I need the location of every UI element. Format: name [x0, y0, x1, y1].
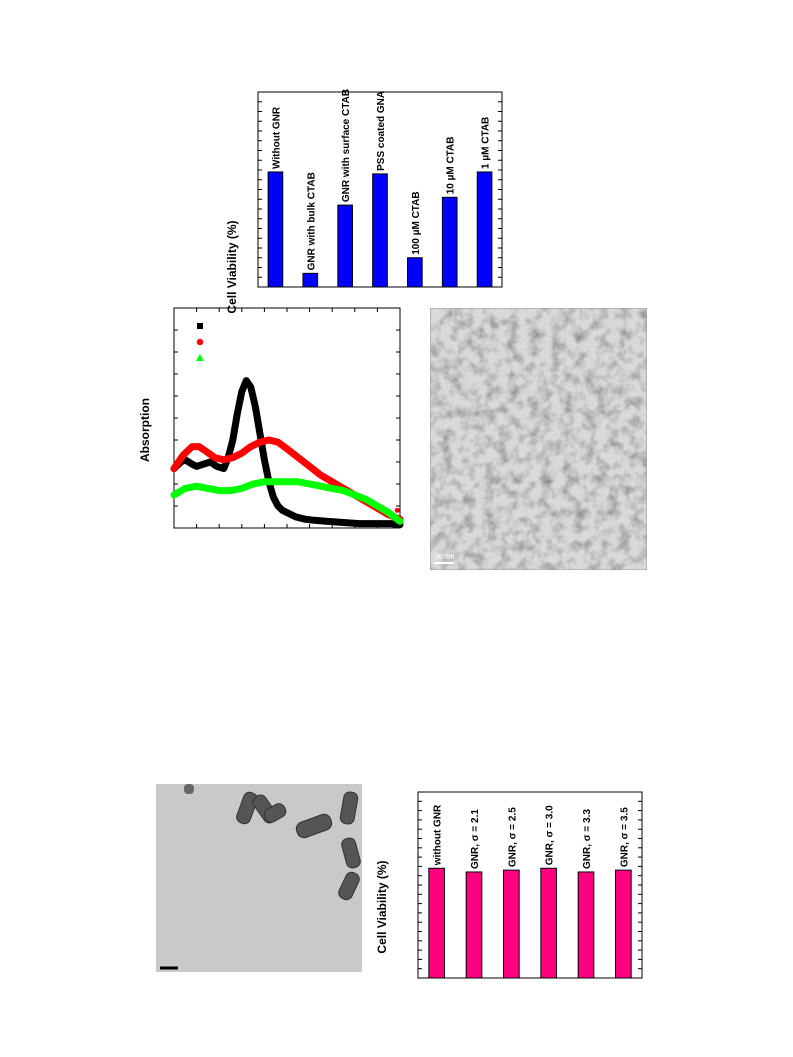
tem-aggregate-texture: 50 nm — [430, 308, 647, 570]
bar-label: GNR, σ = 2.1 — [470, 809, 481, 869]
bar — [577, 871, 595, 979]
legend-marker — [196, 354, 204, 361]
nanorod — [341, 837, 361, 869]
tem-nanorods-drawing — [156, 784, 362, 972]
series-line — [170, 377, 404, 529]
bar-label: GNR with bulk CTAB — [306, 172, 317, 270]
bar — [540, 867, 558, 979]
scale-bar-label: 50 nm — [435, 554, 455, 561]
bar — [337, 204, 353, 288]
panel-viability-ctab: Cell Viability (%) Without GNR GNR with b… — [210, 80, 510, 314]
bar — [476, 171, 493, 288]
bar-label: 10 µM CTAB — [446, 136, 457, 194]
bar-label: Without GNR — [271, 106, 282, 169]
chart-absorption — [170, 307, 404, 529]
bar-label: GNR, σ = 3.5 — [619, 807, 630, 867]
bar — [465, 871, 483, 979]
tem-nanorods-image — [156, 784, 362, 972]
bar-label: GNR with surface CTAB — [341, 89, 352, 202]
chart-viability-sigma: without GNR GNR, σ = 2.1 GNR, σ = 2.5 GNR, … — [417, 791, 643, 979]
bar-label: GNR, σ = 3.3 — [582, 809, 593, 869]
bar — [407, 257, 423, 288]
bar-label: 1 µM CTAB — [481, 117, 492, 169]
bar — [441, 196, 458, 288]
plot-frame — [173, 307, 401, 529]
bar — [428, 867, 446, 979]
nanorod — [236, 791, 258, 825]
bar — [302, 272, 319, 288]
bar — [372, 173, 388, 288]
nanorod — [263, 803, 287, 823]
bar-label: GNR, σ = 2.5 — [507, 807, 518, 867]
nanorod — [339, 791, 359, 825]
bar-label: 100 µM CTAB — [411, 191, 422, 254]
bar-label: GNR, σ = 3.0 — [545, 805, 556, 865]
data-point — [394, 507, 400, 513]
legend-marker — [197, 323, 203, 329]
bar-label: PSS coated GNA — [376, 91, 387, 171]
nanorod — [295, 813, 333, 839]
tem-aggregate-image: 50 nm — [430, 308, 647, 570]
bar — [502, 869, 520, 979]
legend-marker — [196, 338, 204, 346]
bar — [267, 171, 284, 288]
nanorod — [338, 871, 360, 901]
bar-label: without GNR — [433, 804, 444, 866]
nanorod — [184, 784, 194, 794]
chart-viability-ctab: Without GNR GNR with bulk CTAB GNR with su… — [257, 89, 503, 288]
series-line — [170, 478, 404, 525]
bar — [614, 869, 632, 979]
panel-absorption: Absorption — [130, 300, 420, 540]
panel-viability-sigma: Cell Viability (%) without GNR GNR, σ = 2… — [370, 784, 650, 994]
plot-frame — [417, 791, 643, 979]
